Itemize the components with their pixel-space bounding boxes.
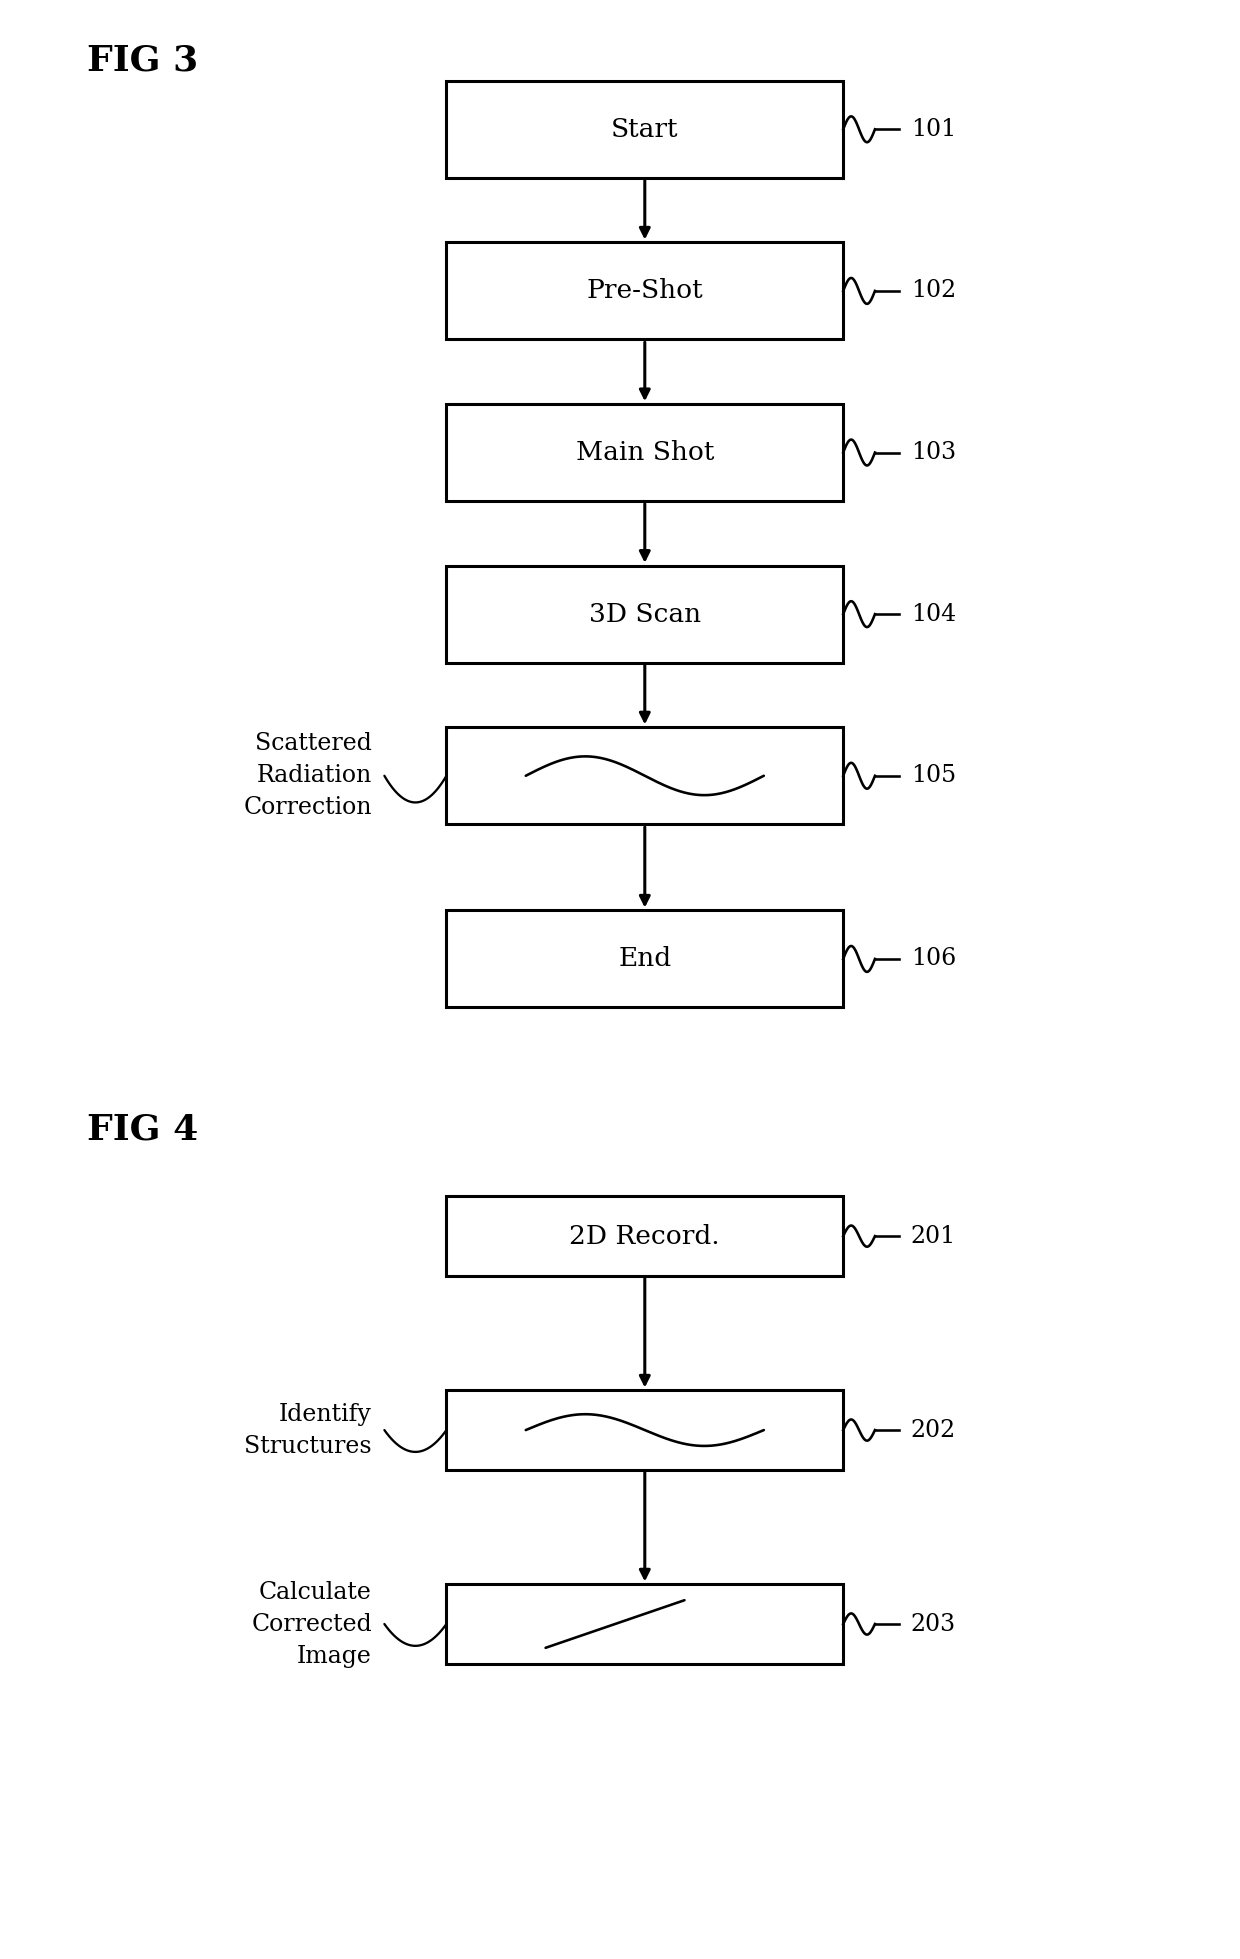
Text: Start: Start xyxy=(611,118,678,141)
Text: 102: 102 xyxy=(910,280,956,302)
Text: 201: 201 xyxy=(910,1224,956,1248)
Bar xyxy=(446,911,843,1007)
Text: Calculate
Corrected
Image: Calculate Corrected Image xyxy=(252,1581,372,1667)
Text: 105: 105 xyxy=(910,764,956,788)
Text: Pre-Shot: Pre-Shot xyxy=(587,278,703,304)
Bar xyxy=(446,566,843,662)
Text: End: End xyxy=(619,946,671,972)
Text: FIG 4: FIG 4 xyxy=(87,1113,198,1146)
Text: 103: 103 xyxy=(910,441,956,464)
Bar xyxy=(446,404,843,502)
Bar xyxy=(446,1391,843,1469)
Text: 203: 203 xyxy=(910,1612,956,1636)
Text: 106: 106 xyxy=(910,948,956,970)
Text: Scattered
Radiation
Correction: Scattered Radiation Correction xyxy=(243,733,372,819)
Text: Identify
Structures: Identify Structures xyxy=(244,1403,372,1457)
Text: 3D Scan: 3D Scan xyxy=(589,601,701,627)
Text: 104: 104 xyxy=(910,603,956,625)
Bar xyxy=(446,1197,843,1275)
Bar xyxy=(446,727,843,825)
Text: 2D Record.: 2D Record. xyxy=(569,1224,720,1248)
Text: Main Shot: Main Shot xyxy=(575,441,714,464)
Text: 101: 101 xyxy=(910,118,956,141)
Bar xyxy=(446,80,843,178)
Text: FIG 3: FIG 3 xyxy=(87,43,198,76)
Bar xyxy=(446,1585,843,1663)
Text: 202: 202 xyxy=(910,1418,956,1442)
Bar xyxy=(446,243,843,339)
